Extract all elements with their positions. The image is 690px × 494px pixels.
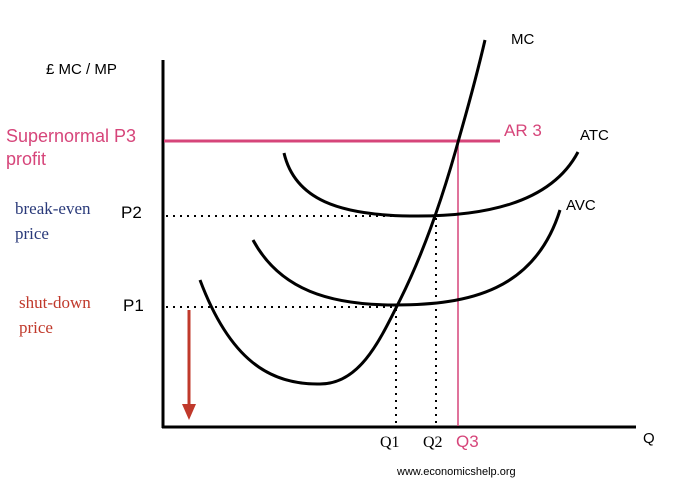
mc-label: MC [511, 31, 534, 48]
p1-note: shut-down [19, 293, 91, 312]
q-label: Q2 [423, 434, 443, 451]
footer: www.economicshelp.org [396, 466, 516, 478]
mc-curve [198, 39, 487, 386]
p3-note: profit [6, 149, 46, 169]
p2-label: P2 [121, 203, 142, 222]
arrow-head [182, 404, 196, 420]
avc-label: AVC [566, 197, 596, 214]
x-axis-label: Q [643, 430, 655, 447]
q-label: Q1 [380, 434, 400, 451]
avc-curve [251, 209, 562, 307]
p1-note: price [19, 318, 53, 337]
atc-curve [282, 151, 580, 218]
p2-note: price [15, 224, 49, 243]
atc-label: ATC [580, 127, 609, 144]
y-axis-label: £ MC / MP [46, 61, 117, 78]
ar-label: AR 3 [504, 121, 542, 140]
q-label: Q3 [456, 432, 479, 451]
p1-label: P1 [123, 296, 144, 315]
p3-label: Supernormal P3 [6, 126, 136, 146]
p2-note: break-even [15, 199, 91, 218]
